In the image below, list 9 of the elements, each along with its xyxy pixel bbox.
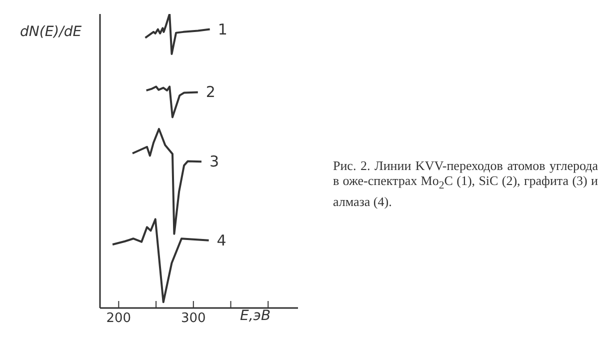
y-axis-title: dN(E)/dE xyxy=(20,24,82,40)
text: Рис. 2. Линии KVV-переходов атомов углерода в оже-спектрах Mo$_{2}$C (1), SiC (2), графита (3) и алмаза (4). xyxy=(333,158,598,209)
x-axis-title: E,эВ xyxy=(240,308,271,324)
series-label: 2 xyxy=(206,83,216,102)
series-label: 4 xyxy=(216,231,226,250)
series-label: 1 xyxy=(218,20,228,38)
x-tick-label: 200 xyxy=(106,311,132,326)
x-tick-label: 300 xyxy=(180,311,206,326)
series-label: 3 xyxy=(209,152,220,171)
